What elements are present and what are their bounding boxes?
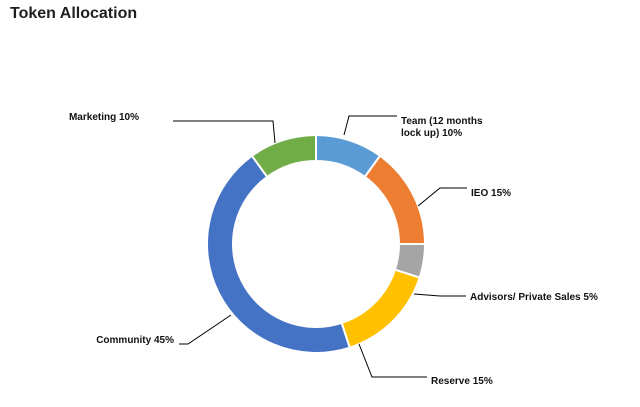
slice-4 [205, 154, 351, 354]
slice-label-line: Community 45% [96, 335, 174, 346]
slice-label-line: lock up) 10% [401, 128, 462, 139]
slice-3 [340, 268, 421, 349]
slice-label-2: Advisors/ Private Sales 5% [470, 292, 598, 303]
slice-label-line: Marketing 10% [69, 112, 139, 123]
leader-line-2 [413, 293, 466, 297]
slice-label-0: Team (12 months lock up) 10% [401, 116, 483, 139]
leader-line-3 [358, 343, 427, 378]
chart-title: Token Allocation [10, 5, 138, 22]
donut-slices [205, 133, 427, 354]
leader-line-5 [173, 120, 276, 144]
slice-label-line: IEO 15% [471, 188, 511, 199]
slice-label-3: Reserve 15% [431, 376, 493, 387]
leader-line-0 [343, 115, 397, 136]
slice-1 [363, 154, 427, 245]
leader-line-4 [179, 314, 232, 345]
slice-label-line: Team (12 months [401, 116, 483, 127]
slice-label-1: IEO 15% [471, 188, 511, 199]
slice-label-4: Community 45% [96, 335, 174, 346]
slice-label-line: Advisors/ Private Sales 5% [470, 292, 598, 303]
slice-label-5: Marketing 10% [69, 112, 139, 123]
leader-line-1 [417, 187, 467, 207]
slice-5 [250, 133, 317, 179]
slice-label-line: Reserve 15% [431, 376, 493, 387]
